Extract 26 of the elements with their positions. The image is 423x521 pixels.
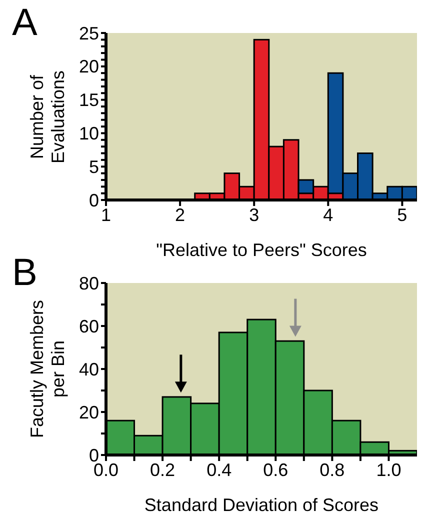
y-tick-label: 20 — [78, 56, 99, 77]
y-tick-label: 20 — [78, 402, 99, 422]
x-tick-label: 0.8 — [320, 460, 345, 480]
x-tick-label: 0.4 — [206, 460, 232, 480]
y-tick-label: 0 — [88, 190, 99, 210]
x-tick-label: 0.2 — [150, 460, 176, 480]
x-tick-label: 1 — [100, 204, 112, 225]
x-tick-label: 3 — [249, 204, 260, 225]
x-axis-title: Standard Deviation of Scores — [144, 495, 379, 515]
x-tick-label: 2 — [175, 204, 186, 225]
chart-title: A — [12, 2, 38, 45]
y-axis-title: Number of Evaluations — [27, 70, 68, 164]
y-tick-label: 80 — [78, 273, 99, 294]
x-tick-label: 0.6 — [263, 460, 288, 480]
x-tick-label: 1.0 — [376, 460, 402, 480]
chart-title: B — [12, 252, 38, 295]
y-tick-label: 5 — [88, 156, 99, 177]
y-tick-label: 10 — [78, 124, 99, 144]
x-tick-label: 5 — [397, 204, 408, 225]
y-tick-label: 40 — [78, 359, 99, 380]
x-tick-label: 4 — [323, 204, 334, 225]
y-tick-label: 60 — [78, 316, 99, 336]
y-tick-label: 25 — [78, 23, 99, 44]
y-axis-title: Facutly Members per Bin — [27, 300, 68, 438]
y-tick-label: 15 — [78, 90, 99, 110]
x-axis-title: "Relative to Peers" Scores — [156, 240, 367, 260]
